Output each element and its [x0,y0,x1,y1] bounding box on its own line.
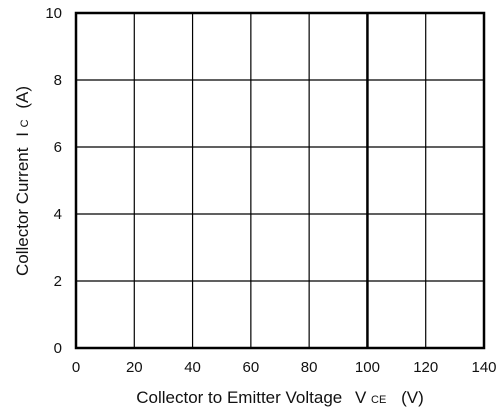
y-tick-labels: 0 2 4 6 8 10 [45,5,62,357]
grid [76,13,484,348]
y-tick-label: 8 [54,72,62,89]
x-axis-symbol-sub: CE [371,394,386,406]
x-axis-unit: (V) [401,388,424,407]
y-axis-unit: (A) [13,86,32,109]
x-tick-label: 40 [184,359,201,376]
y-tick-label: 10 [45,5,62,22]
x-axis-label-text: Collector to Emitter Voltage [136,388,342,407]
x-tick-label: 20 [126,359,143,376]
x-axis-label: Collector to Emitter Voltage V CE (V) [136,388,423,407]
x-tick-label: 120 [413,359,438,376]
x-tick-labels: 0 20 40 60 80 100 120 140 [72,359,497,376]
x-tick-label: 0 [72,359,80,376]
x-tick-label: 140 [471,359,496,376]
y-axis-symbol-sub: C [19,119,31,127]
y-axis-label-text: Collector Current [13,147,32,276]
y-axis-symbol: I [13,132,32,137]
x-tick-label: 100 [355,359,380,376]
y-tick-label: 6 [54,139,62,156]
x-tick-label: 80 [301,359,318,376]
plot-frame [74,11,486,350]
y-tick-label: 2 [54,273,62,290]
y-tick-label: 0 [54,340,62,357]
x-tick-label: 60 [243,359,260,376]
y-tick-label: 4 [54,206,62,223]
x-axis-symbol: V [355,388,367,407]
y-axis-label: Collector Current I C (A) [13,86,32,276]
